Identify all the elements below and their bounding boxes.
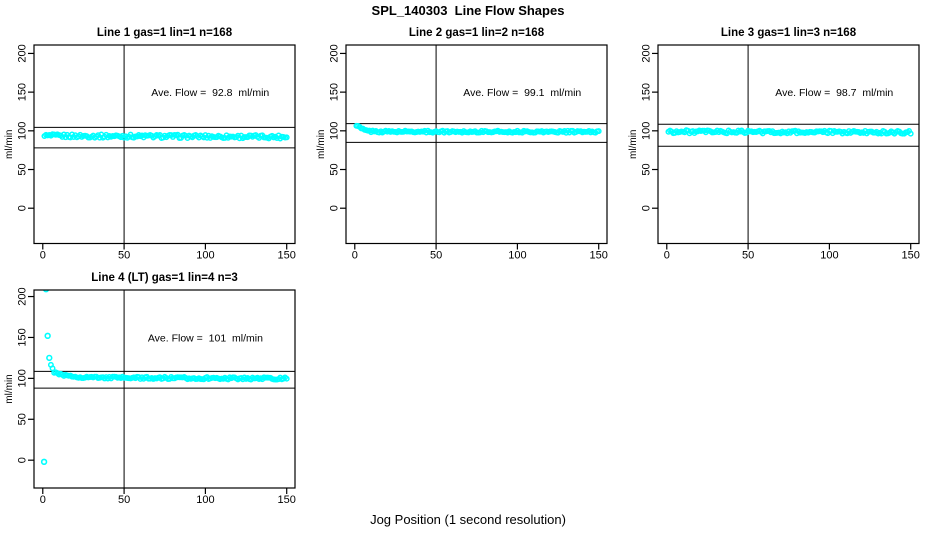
y-tick-label: 150 [329, 83, 341, 101]
subplot-title: Line 3 gas=1 lin=3 n=168 [721, 27, 857, 39]
x-tick-label: 150 [278, 494, 296, 506]
ave-flow-annotation: Ave. Flow = 99.1 ml/min [463, 87, 581, 99]
plot-box [657, 44, 920, 245]
y-axis-label: ml/min [4, 130, 15, 159]
outlier-point [46, 354, 53, 362]
data-point [283, 134, 290, 141]
x-tick-label: 50 [118, 494, 130, 506]
y-tick-label: 200 [17, 44, 29, 62]
x-tick-label: 100 [196, 250, 214, 262]
figure-title: SPL_140303 Line Flow Shapes [371, 3, 565, 18]
data-points [40, 290, 290, 466]
subplot-title: Line 1 gas=1 lin=1 n=168 [97, 27, 233, 39]
subplot-3: 0 50 100 150 0 50 100 150 200 ml/min Line 3 gas=1 … [628, 27, 920, 262]
data-point [907, 130, 914, 137]
x-tick-label: 50 [430, 250, 442, 262]
subplot-1: 0 50 100 150 0 50 100 150 200 ml/min Line 1 gas=1 … [4, 27, 296, 262]
x-tick-label: 0 [352, 250, 358, 262]
y-tick-label: 50 [17, 163, 29, 175]
y-tick-label: 0 [641, 205, 653, 211]
outlier-point [40, 458, 48, 466]
subplot-2: 0 50 100 150 0 50 100 150 200 ml/min Line 2 gas=1 … [316, 27, 608, 262]
y-tick-label: 50 [17, 413, 29, 425]
y-tick-label: 0 [329, 205, 341, 211]
outlier-point [44, 332, 51, 340]
y-tick-label: 100 [17, 369, 29, 387]
x-tick-label: 0 [664, 250, 670, 262]
y-tick-label: 0 [17, 457, 29, 463]
y-axis-label: ml/min [316, 130, 327, 159]
x-tick-label: 100 [196, 494, 214, 506]
x-tick-label: 50 [118, 250, 130, 262]
y-tick-label: 200 [641, 44, 653, 62]
data-points [41, 131, 290, 142]
x-tick-label: 150 [902, 250, 920, 262]
subplot-title: Line 2 gas=1 lin=2 n=168 [409, 27, 545, 39]
y-axis-label: ml/min [628, 130, 639, 159]
plot-box [33, 289, 296, 489]
x-tick-label: 150 [590, 250, 608, 262]
outlier-point [42, 290, 50, 293]
ave-flow-annotation: Ave. Flow = 101 ml/min [148, 332, 263, 344]
y-tick-label: 200 [329, 44, 341, 62]
subplot-4: 0 50 100 150 0 50 100 150 200 ml/min Line 4 (LT) g… [4, 272, 296, 506]
x-tick-label: 0 [40, 250, 46, 262]
y-tick-label: 50 [329, 163, 341, 175]
x-tick-label: 100 [820, 250, 838, 262]
x-tick-label: 50 [742, 250, 754, 262]
data-points [665, 127, 914, 137]
plot-box [345, 44, 608, 245]
plot-box [33, 44, 296, 245]
y-tick-label: 100 [641, 122, 653, 140]
y-tick-label: 100 [17, 122, 29, 140]
y-tick-label: 100 [329, 122, 341, 140]
data-point [283, 375, 290, 382]
x-tick-label: 100 [508, 250, 526, 262]
ave-flow-annotation: Ave. Flow = 98.7 ml/min [775, 87, 893, 99]
data-points [353, 122, 602, 136]
y-tick-label: 50 [641, 163, 653, 175]
y-tick-label: 150 [641, 83, 653, 101]
x-axis-outer-label: Jog Position (1 second resolution) [370, 512, 566, 527]
y-tick-label: 150 [17, 83, 29, 101]
y-tick-label: 200 [17, 287, 29, 305]
x-tick-label: 150 [278, 250, 296, 262]
data-point [595, 128, 602, 135]
y-tick-label: 150 [17, 328, 29, 346]
ave-flow-annotation: Ave. Flow = 92.8 ml/min [151, 87, 269, 99]
y-axis-label: ml/min [4, 374, 15, 403]
subplot-title: Line 4 (LT) gas=1 lin=4 n=3 [91, 272, 237, 284]
y-tick-label: 0 [17, 205, 29, 211]
x-tick-label: 0 [40, 494, 46, 506]
